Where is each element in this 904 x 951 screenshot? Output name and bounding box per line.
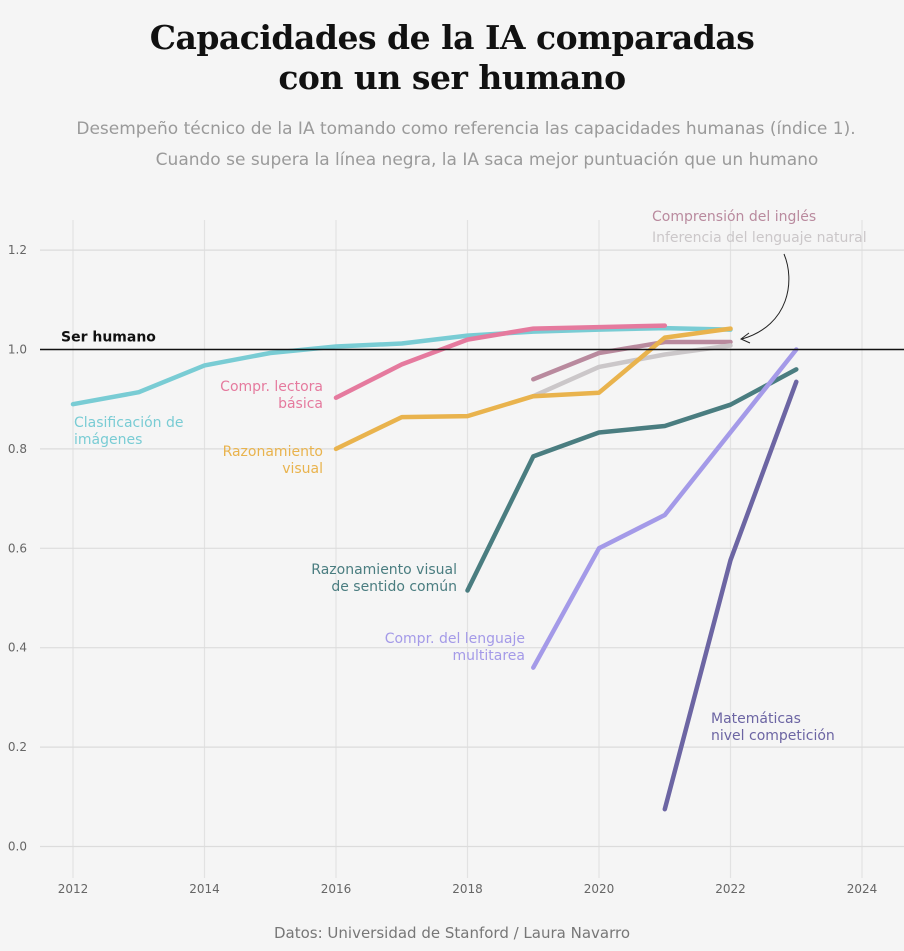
y-tick-label-5: 1.0 bbox=[8, 343, 27, 357]
series-line-2 bbox=[531, 339, 733, 382]
series-label-0-line-1: imágenes bbox=[74, 432, 142, 448]
series-label-6: Compr. del lenguaje multitarea bbox=[385, 631, 525, 664]
x-tick-label-2022: 2022 bbox=[715, 882, 746, 896]
annotation-arrow-head bbox=[740, 332, 751, 344]
series-line-5 bbox=[465, 367, 799, 593]
chart-subtitle-line-1: Desempeño técnico de la IA tomando como … bbox=[76, 119, 856, 139]
annotation-arrow-curve bbox=[741, 253, 790, 340]
y-tick-label-0: 0.0 bbox=[8, 840, 27, 854]
chart-subtitle-line-2: Cuando se supera la línea negra, la IA s… bbox=[155, 150, 819, 170]
series-label-4-line-0: Razonamiento bbox=[223, 444, 323, 460]
x-tick-label-2016: 2016 bbox=[321, 882, 352, 896]
series-labels: Clasificación de imágenes Compr. lectora bá… bbox=[74, 209, 867, 744]
series-line-7 bbox=[662, 379, 799, 812]
x-tick-label-2024: 2024 bbox=[847, 882, 878, 896]
y-tick-label-6: 1.2 bbox=[8, 243, 27, 257]
series-label-6-line-1: multitarea bbox=[453, 648, 526, 664]
source-note: Datos: Universidad de Stanford / Laura N… bbox=[273, 924, 631, 942]
x-tick-label-2020: 2020 bbox=[584, 882, 615, 896]
series-label-1: Compr. lectora básica bbox=[220, 379, 323, 412]
series-label-1-line-1: básica bbox=[278, 396, 323, 412]
series-label-7-line-0: Matemáticas bbox=[711, 711, 801, 727]
series-label-0: Clasificación de imágenes bbox=[74, 415, 184, 448]
series-label-5: Razonamiento visual de sentido común bbox=[311, 562, 457, 595]
annotation-arrow bbox=[740, 253, 790, 344]
series-label-3: Inferencia del lenguaje natural bbox=[652, 230, 867, 246]
human-reference-label: Ser humano bbox=[61, 330, 156, 346]
series-line-4 bbox=[333, 326, 733, 452]
chart-title-line-2: con un ser humano bbox=[278, 58, 626, 97]
grid: 2012 2014 2016 2018 2020 2022 2024 0.0 0.2 0.4 0.6… bbox=[8, 220, 904, 896]
series-label-5-line-0: Razonamiento visual bbox=[311, 562, 457, 578]
chart-subtitle: Desempeño técnico de la IA tomando como … bbox=[0, 114, 904, 176]
y-tick-label-2: 0.4 bbox=[8, 641, 27, 655]
y-tick-label-3: 0.6 bbox=[8, 541, 27, 555]
series-label-1-line-0: Compr. lectora bbox=[220, 379, 323, 395]
human-reference: Ser humano bbox=[40, 330, 904, 351]
series-line-1 bbox=[333, 323, 668, 400]
series-label-4: Razonamiento visual bbox=[223, 444, 323, 477]
series-line-3 bbox=[531, 343, 733, 399]
series-label-2-line-0: Comprensión del inglés bbox=[652, 209, 816, 225]
chart-title: Capacidades de la IA comparadas con un s… bbox=[0, 18, 904, 98]
x-tick-label-2018: 2018 bbox=[452, 882, 483, 896]
series-line-0 bbox=[70, 325, 733, 407]
series-label-0-line-0: Clasificación de bbox=[74, 415, 184, 431]
series-label-3-line-0: Inferencia del lenguaje natural bbox=[652, 230, 867, 246]
series-label-4-line-1: visual bbox=[282, 461, 323, 477]
y-tick-label-4: 0.8 bbox=[8, 442, 27, 456]
series-line-6 bbox=[531, 347, 799, 670]
series-label-5-line-1: de sentido común bbox=[331, 579, 457, 595]
chart-title-line-1: Capacidades de la IA comparadas bbox=[149, 18, 755, 57]
series-label-2: Comprensión del inglés bbox=[652, 209, 816, 225]
x-tick-label-2012: 2012 bbox=[58, 882, 89, 896]
series-label-6-line-0: Compr. del lenguaje bbox=[385, 631, 525, 647]
series-label-7: Matemáticas nivel competición bbox=[711, 711, 835, 744]
series-label-7-line-1: nivel competición bbox=[711, 728, 835, 744]
x-tick-label-2014: 2014 bbox=[189, 882, 220, 896]
y-tick-label-1: 0.2 bbox=[8, 740, 27, 754]
